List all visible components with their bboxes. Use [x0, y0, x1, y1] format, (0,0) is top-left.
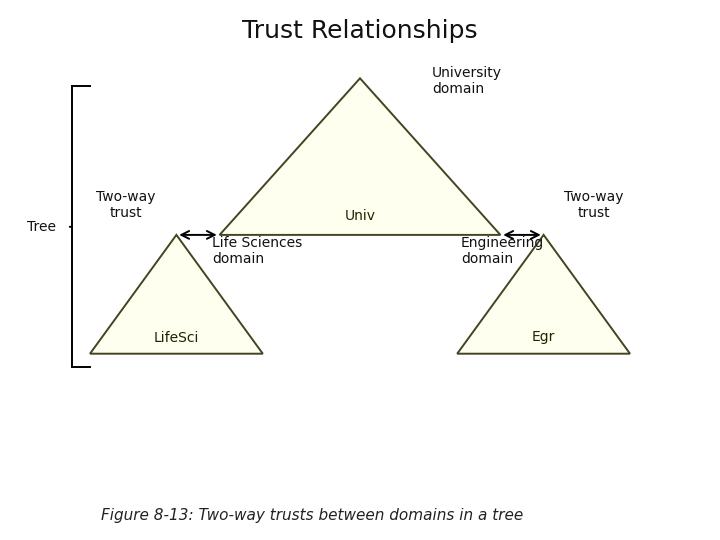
Polygon shape — [90, 235, 263, 354]
Text: Figure 8-13: Two-way trusts between domains in a tree: Figure 8-13: Two-way trusts between doma… — [101, 508, 523, 523]
Text: Engineering
domain: Engineering domain — [461, 236, 544, 266]
Text: LifeSci: LifeSci — [153, 330, 199, 345]
Text: Trust Relationships: Trust Relationships — [242, 19, 478, 43]
Text: University
domain: University domain — [432, 66, 502, 96]
Text: Univ: Univ — [344, 209, 376, 223]
Text: Tree: Tree — [27, 220, 56, 234]
Text: Life Sciences
domain: Life Sciences domain — [212, 236, 302, 266]
Polygon shape — [220, 78, 500, 235]
Polygon shape — [457, 235, 630, 354]
Text: Two-way
trust: Two-way trust — [96, 190, 156, 220]
Text: Egr: Egr — [532, 330, 555, 345]
Text: Two-way
trust: Two-way trust — [564, 190, 624, 220]
